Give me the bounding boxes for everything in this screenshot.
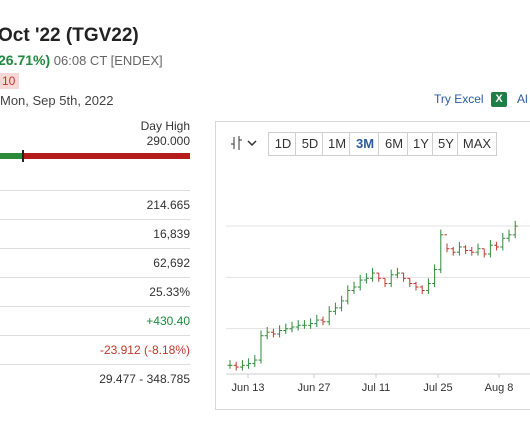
stat-value: +430.40 bbox=[146, 314, 190, 328]
price-bar bbox=[277, 325, 283, 338]
alerts-link[interactable]: Al bbox=[517, 92, 528, 106]
range-marker bbox=[21, 150, 24, 162]
page-title: Oct '22 (TGV22) bbox=[0, 25, 139, 46]
price-bar bbox=[289, 321, 295, 333]
range-button-max[interactable]: MAX bbox=[457, 132, 497, 156]
stat-value: 214.665 bbox=[146, 198, 190, 212]
price-bar bbox=[494, 241, 500, 251]
price-bar bbox=[382, 277, 388, 287]
price-bar bbox=[270, 328, 276, 338]
chart-type-selector[interactable] bbox=[226, 132, 264, 154]
price-bar bbox=[438, 229, 444, 274]
price-bar bbox=[413, 281, 419, 291]
stat-row: 29.477 - 348.785 bbox=[0, 364, 190, 393]
stat-row: 16,839 bbox=[0, 219, 190, 248]
price-bar bbox=[264, 327, 270, 340]
price-bar bbox=[487, 240, 493, 258]
range-bar-high bbox=[22, 153, 190, 159]
price-bar bbox=[432, 264, 438, 287]
candlestick-icon bbox=[231, 136, 257, 150]
price-bar bbox=[332, 302, 338, 315]
price-bar bbox=[252, 354, 258, 368]
x-tick-label: Jul 25 bbox=[423, 382, 452, 394]
range-button-5y[interactable]: 5Y bbox=[432, 132, 460, 156]
price-bar bbox=[401, 272, 407, 282]
price-bar bbox=[450, 246, 456, 256]
day-high-value: 290.000 bbox=[146, 134, 190, 148]
price-bar bbox=[295, 320, 301, 331]
price-bar bbox=[314, 314, 320, 328]
range-bar-low bbox=[0, 153, 23, 159]
price-bar bbox=[363, 273, 369, 284]
stat-row: 25.33% bbox=[0, 277, 190, 306]
price-bar bbox=[370, 267, 376, 282]
excel-icon[interactable]: X bbox=[491, 92, 507, 107]
price-bar bbox=[506, 229, 512, 242]
chart-plot: Jun 13 Jun 27 Jul 11 Jul 25 Aug 8 bbox=[226, 220, 530, 394]
x-tick-label: Jul 11 bbox=[362, 382, 391, 394]
price-bar bbox=[283, 323, 289, 334]
price-bar bbox=[258, 330, 264, 364]
change-badge: 10 bbox=[0, 73, 20, 89]
stat-row: 214.665 bbox=[0, 190, 190, 219]
chevron-down-icon bbox=[247, 140, 257, 147]
stat-value: 62,692 bbox=[153, 256, 190, 270]
stat-value: 29.477 - 348.785 bbox=[99, 372, 190, 386]
day-range-bar bbox=[0, 150, 190, 162]
price-bar bbox=[388, 269, 394, 287]
price-bar bbox=[376, 272, 382, 282]
price-bar bbox=[301, 320, 307, 329]
price-bar bbox=[463, 245, 469, 254]
price-bar bbox=[345, 285, 351, 305]
day-high-label: Day High bbox=[140, 119, 190, 133]
stat-value: 25.33% bbox=[149, 285, 190, 299]
range-button-3m[interactable]: 3M bbox=[349, 132, 381, 156]
try-excel-link[interactable]: Try Excel bbox=[434, 92, 484, 106]
price-bar bbox=[475, 243, 481, 256]
price-bar bbox=[357, 274, 363, 291]
range-button-1m[interactable]: 1M bbox=[322, 132, 352, 156]
price-bar bbox=[239, 360, 245, 371]
stat-value: -23.912 (-8.18%) bbox=[99, 343, 190, 357]
price-bar bbox=[308, 318, 314, 329]
price-bar bbox=[407, 277, 413, 287]
price-bar bbox=[500, 233, 506, 251]
price-bar bbox=[444, 234, 450, 253]
quote-line: 26.71%) 06:08 CT [ENDEX] bbox=[0, 52, 163, 68]
range-button-1y[interactable]: 1Y bbox=[407, 132, 435, 156]
price-bar bbox=[481, 248, 487, 258]
stat-row: 62,692 bbox=[0, 248, 190, 277]
price-bar bbox=[469, 246, 475, 256]
stat-row: -23.912 (-8.18%) bbox=[0, 335, 190, 364]
price-bar bbox=[233, 361, 239, 371]
price-bar bbox=[394, 267, 400, 279]
range-button-5d[interactable]: 5D bbox=[295, 132, 325, 156]
price-chart-panel: 1D 5D 1M 3M 6M 1Y 5Y MAX Jun 13 Jun 27 Jul 11 Jul … bbox=[215, 121, 530, 410]
price-bar bbox=[351, 281, 357, 294]
percent-change: 26.71%) bbox=[0, 52, 51, 68]
x-tick-label: Jun 27 bbox=[297, 382, 330, 394]
price-bar bbox=[246, 358, 252, 369]
quote-time: 06:08 CT [ENDEX] bbox=[53, 53, 163, 68]
stat-value: 16,839 bbox=[153, 227, 190, 241]
price-bar bbox=[320, 316, 326, 326]
price-bar bbox=[456, 241, 462, 256]
quote-date: Mon, Sep 5th, 2022 bbox=[0, 93, 114, 108]
stat-row: +430.40 bbox=[0, 306, 190, 335]
price-bar bbox=[339, 295, 345, 312]
price-bar bbox=[227, 360, 233, 369]
price-bar bbox=[326, 306, 332, 326]
price-bar bbox=[425, 278, 431, 294]
x-tick-label: Aug 8 bbox=[485, 382, 514, 394]
price-bar bbox=[512, 220, 518, 239]
price-bar bbox=[419, 285, 425, 294]
x-tick-label: Jun 13 bbox=[231, 382, 264, 394]
